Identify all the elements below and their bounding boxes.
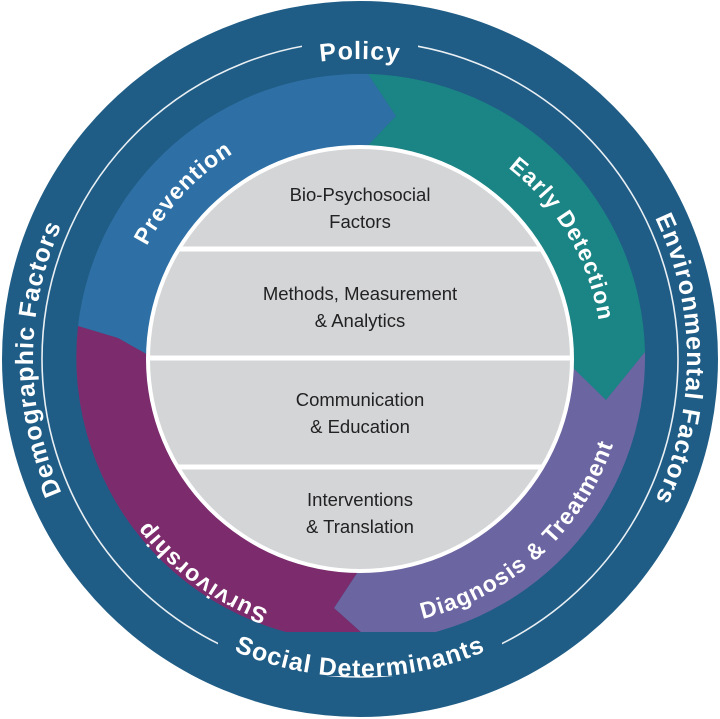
core-section: Communication & Education (296, 389, 425, 437)
core-circle (146, 145, 574, 573)
core-section-label: Interventions (307, 489, 413, 510)
core-section-label: Methods, Measurement (263, 283, 457, 304)
core-section-label: Bio-Psychosocial (290, 184, 431, 205)
core-section: Methods, Measurement & Analytics (263, 283, 457, 331)
core-section-label: Communication (296, 389, 425, 410)
core-section-label: & Analytics (315, 310, 406, 331)
early-detection-segment[interactable] (358, 74, 645, 400)
core-section-label: & Education (310, 416, 410, 437)
core-section-label: Factors (329, 211, 391, 232)
prevention-segment[interactable] (78, 73, 396, 356)
core-section: Interventions & Translation (306, 489, 414, 537)
diagnosis-treatment-segment[interactable] (334, 352, 646, 642)
policy-label-gap (302, 28, 418, 64)
policy-label: Policy (318, 37, 402, 68)
social-label-gap (218, 632, 502, 676)
core-section-label: & Translation (306, 516, 414, 537)
core-section: Bio-Psychosocial Factors (290, 184, 431, 232)
